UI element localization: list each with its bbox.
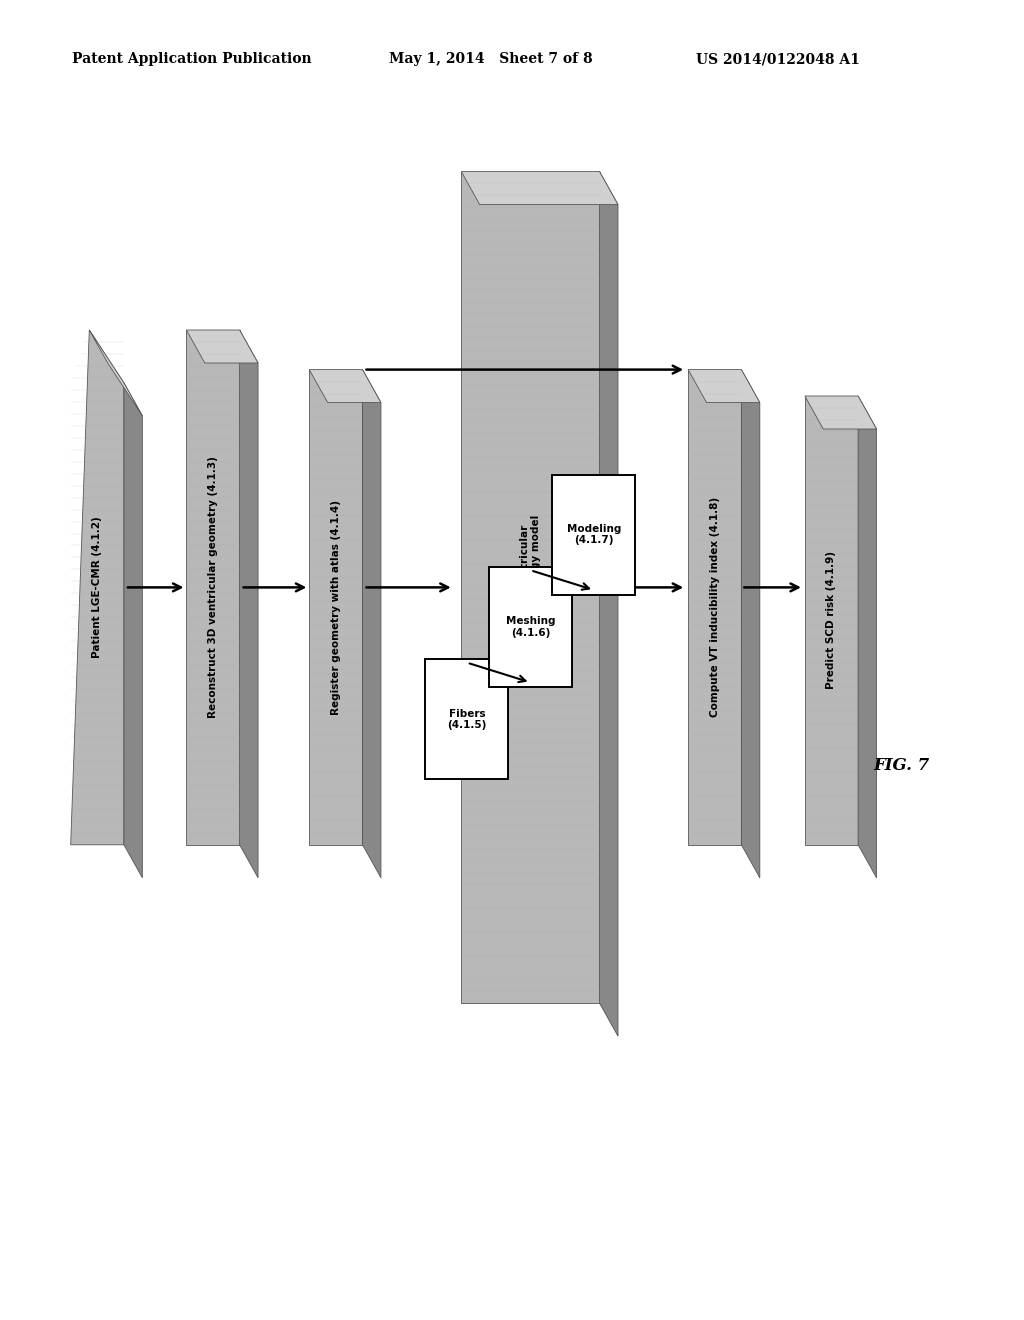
Text: Meshing
(4.1.6): Meshing (4.1.6) [506, 616, 555, 638]
Polygon shape [600, 172, 618, 1036]
Polygon shape [805, 396, 877, 429]
Text: Construct ventricular
electrophysiology model: Construct ventricular electrophysiology … [519, 515, 542, 660]
Text: US 2014/0122048 A1: US 2014/0122048 A1 [696, 53, 860, 66]
Polygon shape [805, 396, 858, 845]
Text: May 1, 2014   Sheet 7 of 8: May 1, 2014 Sheet 7 of 8 [389, 53, 593, 66]
Polygon shape [186, 330, 258, 363]
Polygon shape [461, 172, 600, 1003]
Text: FIG. 7: FIG. 7 [873, 758, 929, 774]
Polygon shape [240, 330, 258, 878]
Polygon shape [186, 330, 240, 845]
Polygon shape [89, 330, 142, 416]
Text: Fibers
(4.1.5): Fibers (4.1.5) [447, 709, 486, 730]
Polygon shape [309, 370, 362, 845]
Text: Patient LGE-CMR (4.1.2): Patient LGE-CMR (4.1.2) [92, 516, 102, 659]
Polygon shape [71, 330, 124, 845]
Text: Predict SCD risk (4.1.9): Predict SCD risk (4.1.9) [826, 552, 837, 689]
Polygon shape [362, 370, 381, 878]
Polygon shape [309, 370, 381, 403]
Polygon shape [858, 396, 877, 878]
Polygon shape [688, 370, 741, 845]
Text: Patent Application Publication: Patent Application Publication [72, 53, 311, 66]
Text: Register geometry with atlas (4.1.4): Register geometry with atlas (4.1.4) [331, 500, 341, 714]
Polygon shape [461, 172, 618, 205]
Text: Compute VT inducibility index (4.1.8): Compute VT inducibility index (4.1.8) [710, 498, 720, 717]
Text: Modeling
(4.1.7): Modeling (4.1.7) [566, 524, 622, 545]
Polygon shape [124, 383, 142, 878]
Polygon shape [741, 370, 760, 878]
Polygon shape [688, 370, 760, 403]
FancyBboxPatch shape [553, 475, 635, 594]
FancyBboxPatch shape [426, 659, 509, 779]
Text: Reconstruct 3D ventricular geometry (4.1.3): Reconstruct 3D ventricular geometry (4.1… [208, 457, 218, 718]
FancyBboxPatch shape [489, 568, 571, 686]
